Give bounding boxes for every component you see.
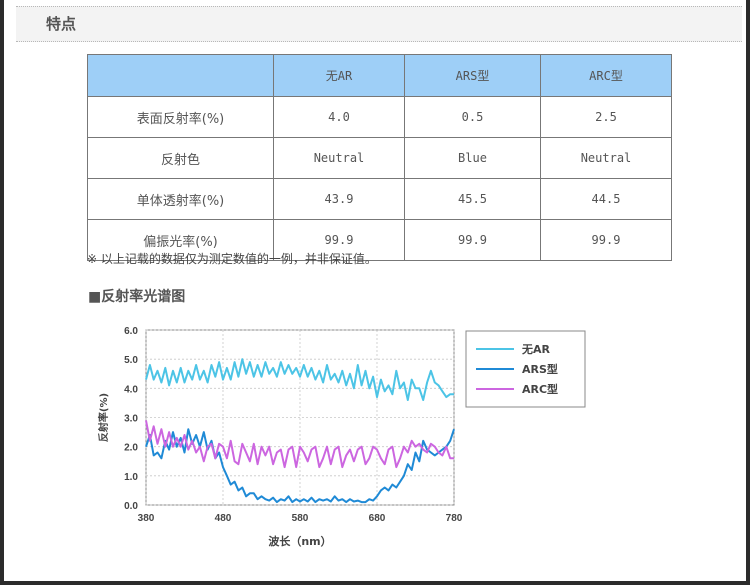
table-header-cell: ARS型 <box>404 54 541 97</box>
table-header-cell <box>87 54 274 97</box>
table-row: 反射色 Neutral Blue Neutral <box>87 137 672 179</box>
series-line <box>145 358 454 401</box>
table-header-cell: 无AR <box>273 54 405 97</box>
x-tick-label: 380 <box>138 513 155 524</box>
y-tick-label: 3.0 <box>124 414 138 425</box>
y-axis-label: 反射率(%) <box>97 393 110 442</box>
table-cell: 99.9 <box>273 219 405 261</box>
table-header-cell: ARC型 <box>540 54 672 97</box>
square-bullet-icon: ■ <box>88 289 102 305</box>
disclaimer-note: ※ 以上记载的数据仅为测定数值的一例，并非保证值。 <box>87 252 377 266</box>
legend-label: 无AR <box>521 343 551 356</box>
y-tick-label: 0.0 <box>124 501 138 512</box>
section-header <box>16 6 742 42</box>
table-cell: Neutral <box>540 137 672 179</box>
table-cell: Blue <box>404 137 541 179</box>
table-cell: 99.9 <box>540 219 672 261</box>
spec-table: 无AR ARS型 ARC型 表面反射率(%) 4.0 0.5 2.5 反射色 N… <box>87 54 672 261</box>
y-tick-label: 2.0 <box>124 443 138 454</box>
x-axis-label: 波长（nm） <box>268 534 331 548</box>
legend-label: ARS型 <box>522 362 558 376</box>
table-row: 表面反射率(%) 4.0 0.5 2.5 <box>87 96 672 138</box>
table-cell: 0.5 <box>404 96 541 138</box>
table-row-label: 反射色 <box>87 137 274 179</box>
chart-section-title-text: 反射率光谱图 <box>101 289 186 305</box>
table-cell: 44.5 <box>540 178 672 220</box>
y-tick-label: 6.0 <box>124 326 138 337</box>
table-cell: 4.0 <box>273 96 405 138</box>
table-row: 单体透射率(%) 43.9 45.5 44.5 <box>87 178 672 220</box>
table-cell: Neutral <box>273 137 405 179</box>
table-cell: 2.5 <box>540 96 672 138</box>
table-cell: 43.9 <box>273 178 405 220</box>
y-tick-label: 1.0 <box>124 472 138 483</box>
x-tick-label: 480 <box>215 513 232 524</box>
chart-section-title: ■反射率光谱图 <box>88 286 185 306</box>
table-row-label: 单体透射率(%) <box>87 178 274 220</box>
x-tick-label: 680 <box>369 513 386 524</box>
table-cell: 99.9 <box>404 219 541 261</box>
section-title: 特点 <box>46 15 77 33</box>
table-row-label: 表面反射率(%) <box>87 96 274 138</box>
reflectance-spectrum-chart: 0.0 1.0 2.0 3.0 4.0 5.0 6.0 380 480 580 680 780 波长（n… <box>97 326 586 548</box>
table-row: 偏振光率(%) 99.9 99.9 99.9 <box>87 219 672 261</box>
y-tick-label: 5.0 <box>124 355 138 366</box>
series-line <box>145 428 455 504</box>
y-tick-label: 4.0 <box>124 384 138 395</box>
table-row-label: 偏振光率(%) <box>87 219 274 261</box>
table-cell: 45.5 <box>404 178 541 220</box>
series-line <box>145 420 454 469</box>
table-header-row: 无AR ARS型 ARC型 <box>87 54 672 97</box>
x-tick-label: 780 <box>446 513 463 524</box>
legend-label: ARC型 <box>522 382 558 396</box>
x-tick-label: 580 <box>292 513 309 524</box>
